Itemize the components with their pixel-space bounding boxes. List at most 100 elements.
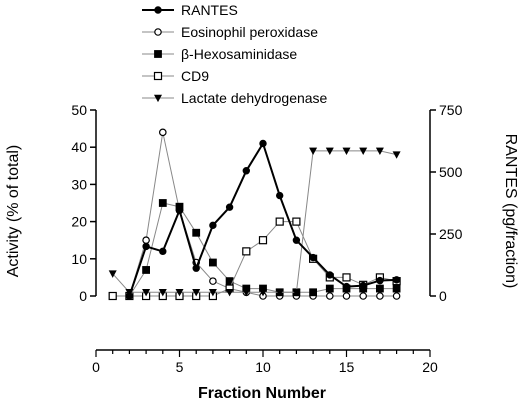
series-eosinophil-peroxidase: [108, 128, 401, 300]
chart-series: [108, 128, 401, 301]
data-point-beta-hexosaminidase: [158, 199, 167, 207]
legend-label-cd9: CD9: [181, 68, 209, 84]
x-axis-title: Fraction Number: [198, 385, 326, 402]
data-point-beta-hexosaminidase: [392, 284, 401, 293]
data-point-lactate-dehydrogenase: [359, 147, 368, 156]
data-point-lactate-dehydrogenase: [242, 288, 251, 297]
x-tick-label: 5: [176, 359, 184, 375]
data-point-eosinophil-peroxidase: [142, 236, 150, 245]
data-point-lactate-dehydrogenase: [142, 288, 151, 297]
data-point-rantes: [225, 203, 234, 211]
data-point-lactate-dehydrogenase: [392, 151, 401, 159]
legend-entry-beta-hexosaminidase: β-Hexosaminidase: [142, 46, 297, 62]
legend-marker-cd9: [153, 71, 163, 81]
data-point-beta-hexosaminidase: [192, 228, 201, 237]
y-right-tick-label: 0: [439, 288, 447, 304]
legend-label-beta-hexosaminidase: β-Hexosaminidase: [181, 46, 297, 62]
legend-entry-rantes: RANTES: [142, 2, 238, 18]
data-point-rantes: [276, 191, 284, 200]
y-left-tick-label: 10: [71, 251, 87, 267]
data-point-lactate-dehydrogenase: [375, 147, 384, 156]
data-point-lactate-dehydrogenase: [275, 288, 284, 297]
legend-marker-rantes: [154, 6, 162, 14]
series-cd9: [108, 217, 401, 301]
y-left-tick-label: 20: [71, 214, 87, 230]
legend-entry-eosinophil-peroxidase: Eosinophil peroxidase: [142, 24, 318, 40]
data-point-lactate-dehydrogenase: [108, 270, 117, 278]
y-left-tick-label: 0: [79, 288, 87, 304]
data-point-beta-hexosaminidase: [375, 284, 384, 293]
data-point-rantes: [392, 276, 401, 284]
data-point-rantes: [159, 247, 167, 256]
x-tick-label: 15: [339, 359, 355, 375]
data-point-lactate-dehydrogenase: [342, 147, 351, 156]
data-point-rantes: [309, 253, 317, 262]
data-point-lactate-dehydrogenase: [225, 288, 234, 297]
y-left-tick-label: 40: [71, 139, 87, 155]
data-point-cd9: [292, 217, 301, 226]
x-tick-label: 20: [422, 359, 438, 375]
series-line-lactate-dehydrogenase: [112, 150, 397, 293]
data-point-eosinophil-peroxidase: [376, 292, 384, 300]
data-point-beta-hexosaminidase: [208, 258, 217, 267]
data-point-rantes: [175, 206, 184, 215]
y-right-tick-label: 500: [439, 164, 463, 180]
y-left-tick-label: 30: [71, 176, 87, 192]
data-point-beta-hexosaminidase: [309, 288, 318, 297]
legend-entry-cd9: CD9: [142, 68, 209, 84]
data-point-lactate-dehydrogenase: [292, 288, 301, 297]
data-point-beta-hexosaminidase: [142, 266, 151, 274]
data-point-lactate-dehydrogenase: [192, 288, 201, 297]
data-point-rantes: [292, 236, 301, 244]
data-point-eosinophil-peroxidase: [325, 292, 334, 300]
data-point-rantes: [192, 264, 200, 272]
y-right-tick-label: 750: [439, 102, 463, 118]
data-point-eosinophil-peroxidase: [159, 128, 167, 137]
legend-marker-beta-hexosaminidase: [154, 50, 162, 58]
x-tick-label: 10: [255, 359, 271, 375]
data-point-lactate-dehydrogenase: [258, 288, 268, 297]
legend-entry-lactate-dehydrogenase: Lactate dehydrogenase: [142, 90, 328, 106]
y-right-tick-label: 250: [439, 226, 463, 242]
y-left-tick-label: 50: [71, 102, 87, 118]
data-point-lactate-dehydrogenase: [325, 147, 334, 156]
data-point-rantes: [125, 292, 134, 300]
legend-label-lactate-dehydrogenase: Lactate dehydrogenase: [181, 90, 328, 106]
x-tick-label: 0: [92, 359, 100, 375]
data-point-cd9: [275, 217, 284, 226]
chart-legend: RANTES Eosinophil peroxidase β-Hexosaminid…: [142, 2, 328, 106]
series-rantes: [125, 139, 401, 300]
legend-label-rantes: RANTES: [181, 2, 238, 18]
data-point-lactate-dehydrogenase: [208, 288, 217, 297]
data-point-eosinophil-peroxidase: [359, 292, 368, 300]
data-point-rantes: [376, 276, 384, 285]
data-point-rantes: [342, 282, 351, 291]
legend-marker-lactate-dehydrogenase: [153, 94, 163, 103]
series-line-rantes: [128, 142, 397, 297]
data-point-rantes: [209, 221, 217, 230]
data-point-cd9: [258, 236, 268, 245]
data-point-cd9: [108, 291, 117, 301]
data-point-rantes: [142, 242, 150, 251]
data-point-cd9: [342, 273, 351, 282]
data-point-rantes: [259, 139, 267, 148]
data-point-eosinophil-peroxidase: [209, 277, 217, 285]
data-point-rantes: [326, 271, 334, 279]
data-point-beta-hexosaminidase: [325, 284, 334, 293]
y-axis-right-title: RANTES (pg/fraction): [502, 134, 519, 289]
data-point-lactate-dehydrogenase: [158, 288, 167, 297]
legend-label-eosinophil-peroxidase: Eosinophil peroxidase: [181, 24, 318, 40]
data-point-rantes: [242, 167, 251, 175]
data-point-lactate-dehydrogenase: [309, 147, 318, 156]
legend-marker-eosinophil-peroxidase: [154, 28, 162, 36]
series-lactate-dehydrogenase: [108, 147, 401, 297]
data-point-cd9: [242, 247, 251, 256]
data-point-eosinophil-peroxidase: [392, 292, 401, 300]
data-point-rantes: [359, 281, 367, 290]
data-point-eosinophil-peroxidase: [342, 292, 351, 300]
data-point-lactate-dehydrogenase: [175, 288, 184, 297]
y-axis-left-title: Activity (% of total): [5, 145, 22, 277]
series-beta-hexosaminidase: [108, 199, 401, 300]
